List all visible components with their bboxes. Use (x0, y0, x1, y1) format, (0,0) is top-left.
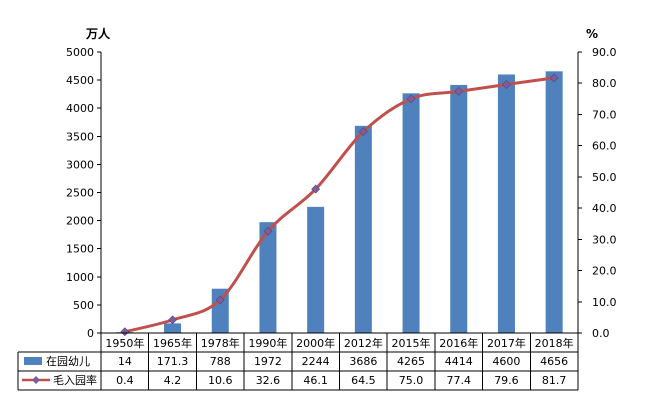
category-label: 2015年 (392, 336, 431, 350)
left-tick-label: 2000 (66, 215, 94, 228)
right-axis-unit: % (586, 27, 598, 41)
right-tick-label: 30.0 (592, 233, 617, 246)
line-series (120, 73, 559, 337)
left-tick-label: 5000 (66, 46, 94, 59)
bar (497, 74, 515, 333)
category-label: 1950年 (105, 336, 144, 350)
right-tick-label: 70.0 (592, 108, 617, 121)
left-tick-label: 3500 (66, 130, 94, 143)
category-label: 2016年 (439, 336, 478, 350)
right-tick-label: 80.0 (592, 77, 617, 90)
left-tick-label: 3000 (66, 158, 94, 171)
axes (97, 51, 582, 334)
category-label: 2017年 (487, 336, 526, 350)
line-marker (502, 80, 511, 89)
right-tick-label: 90.0 (592, 46, 617, 59)
category-label: 2018年 (535, 336, 574, 350)
right-tick-label: 0.0 (592, 327, 610, 340)
bar (354, 125, 372, 333)
right-axis-tick-labels: 0.0 10.0 20.0 30.0 40.0 50.0 60.0 70.0 80.0 90.0 (592, 46, 617, 340)
category-label: 1990年 (248, 336, 287, 350)
left-tick-label: 4500 (66, 74, 94, 87)
line-value-cell: 46.1 (303, 374, 328, 387)
left-tick-label: 0 (87, 327, 94, 340)
bar-value-cell: 171.3 (157, 355, 189, 368)
bar-value-cell: 4414 (445, 355, 473, 368)
right-tick-label: 50.0 (592, 171, 617, 184)
legend-bar-label: 在园幼儿 (46, 355, 90, 368)
line-value-cell: 75.0 (399, 374, 424, 387)
line-value-cell: 81.7 (542, 374, 567, 387)
legend-line-marker (32, 376, 40, 384)
bar-value-cell: 4656 (540, 355, 568, 368)
line-value-cell: 77.4 (447, 374, 472, 387)
bar (259, 222, 277, 333)
right-tick-label: 60.0 (592, 140, 617, 153)
data-table: 1950年 1965年 1978年 1990年 2000年 2012年 2015年 2016年… (17, 332, 579, 391)
line-marker (168, 315, 177, 325)
line-marker (263, 226, 273, 236)
bar-value-cell: 2244 (302, 355, 330, 368)
category-label: 1978年 (201, 336, 240, 350)
line-marker (311, 184, 321, 194)
bar-series (116, 71, 563, 334)
line-marker (549, 73, 559, 83)
line-marker (406, 94, 416, 104)
right-tick-label: 20.0 (592, 265, 617, 278)
legend-bar-swatch (24, 357, 42, 365)
right-tick-label: 10.0 (592, 296, 617, 309)
line-marker (215, 295, 225, 305)
left-tick-label: 500 (73, 299, 94, 312)
left-tick-label: 1000 (66, 271, 94, 284)
rate-line (124, 76, 555, 334)
bar-value-cell: 4265 (397, 355, 425, 368)
bar-value-cell: 14 (118, 355, 132, 368)
right-tick-label: 40.0 (592, 202, 617, 215)
bar (307, 206, 325, 333)
bar (545, 71, 563, 334)
left-axis-tick-labels: 0 500 1000 1500 2000 2500 3000 3500 4000 4500 5000 (66, 46, 94, 340)
left-tick-label: 1500 (66, 243, 94, 256)
bar (450, 84, 468, 333)
bar (402, 93, 420, 333)
line-marker (454, 86, 464, 96)
line-value-cell: 79.6 (494, 374, 519, 387)
left-tick-label: 4000 (66, 102, 94, 115)
bar (164, 323, 182, 333)
category-label: 1965年 (153, 336, 192, 350)
left-axis-unit: 万人 (85, 26, 111, 41)
bar-value-cell: 788 (210, 355, 231, 368)
bar-value-cell: 1972 (254, 355, 282, 368)
category-label: 2012年 (344, 336, 383, 350)
line-marker (120, 327, 130, 337)
bar-value-cell: 3686 (349, 355, 377, 368)
category-label: 2000年 (296, 336, 335, 350)
line-marker (358, 127, 368, 137)
bar-value-cell: 4600 (492, 355, 520, 368)
legend-line-label: 毛入园率 (53, 373, 97, 387)
line-value-cell: 32.6 (256, 374, 281, 387)
line-value-cell: 0.4 (116, 374, 134, 387)
line-value-cell: 10.6 (208, 374, 233, 387)
line-value-cell: 4.2 (164, 374, 182, 387)
left-tick-label: 2500 (66, 187, 94, 200)
line-value-cell: 64.5 (351, 374, 376, 387)
